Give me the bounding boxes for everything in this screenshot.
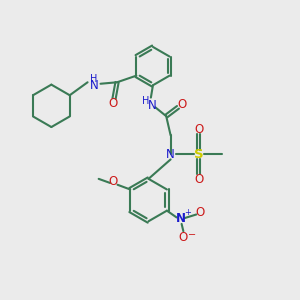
Text: N: N — [90, 79, 98, 92]
Text: H: H — [90, 74, 98, 84]
Text: H: H — [142, 96, 150, 106]
Text: O: O — [194, 173, 203, 186]
Text: O: O — [194, 123, 203, 136]
Text: O: O — [109, 175, 118, 188]
Text: N: N — [166, 148, 175, 161]
Text: O: O — [196, 206, 205, 219]
Text: −: − — [188, 230, 196, 240]
Text: O: O — [178, 98, 187, 111]
Text: N: N — [148, 99, 157, 112]
Text: N: N — [176, 212, 186, 225]
Text: +: + — [184, 208, 191, 217]
Text: O: O — [179, 231, 188, 244]
Text: O: O — [108, 97, 117, 110]
Text: S: S — [194, 148, 203, 161]
